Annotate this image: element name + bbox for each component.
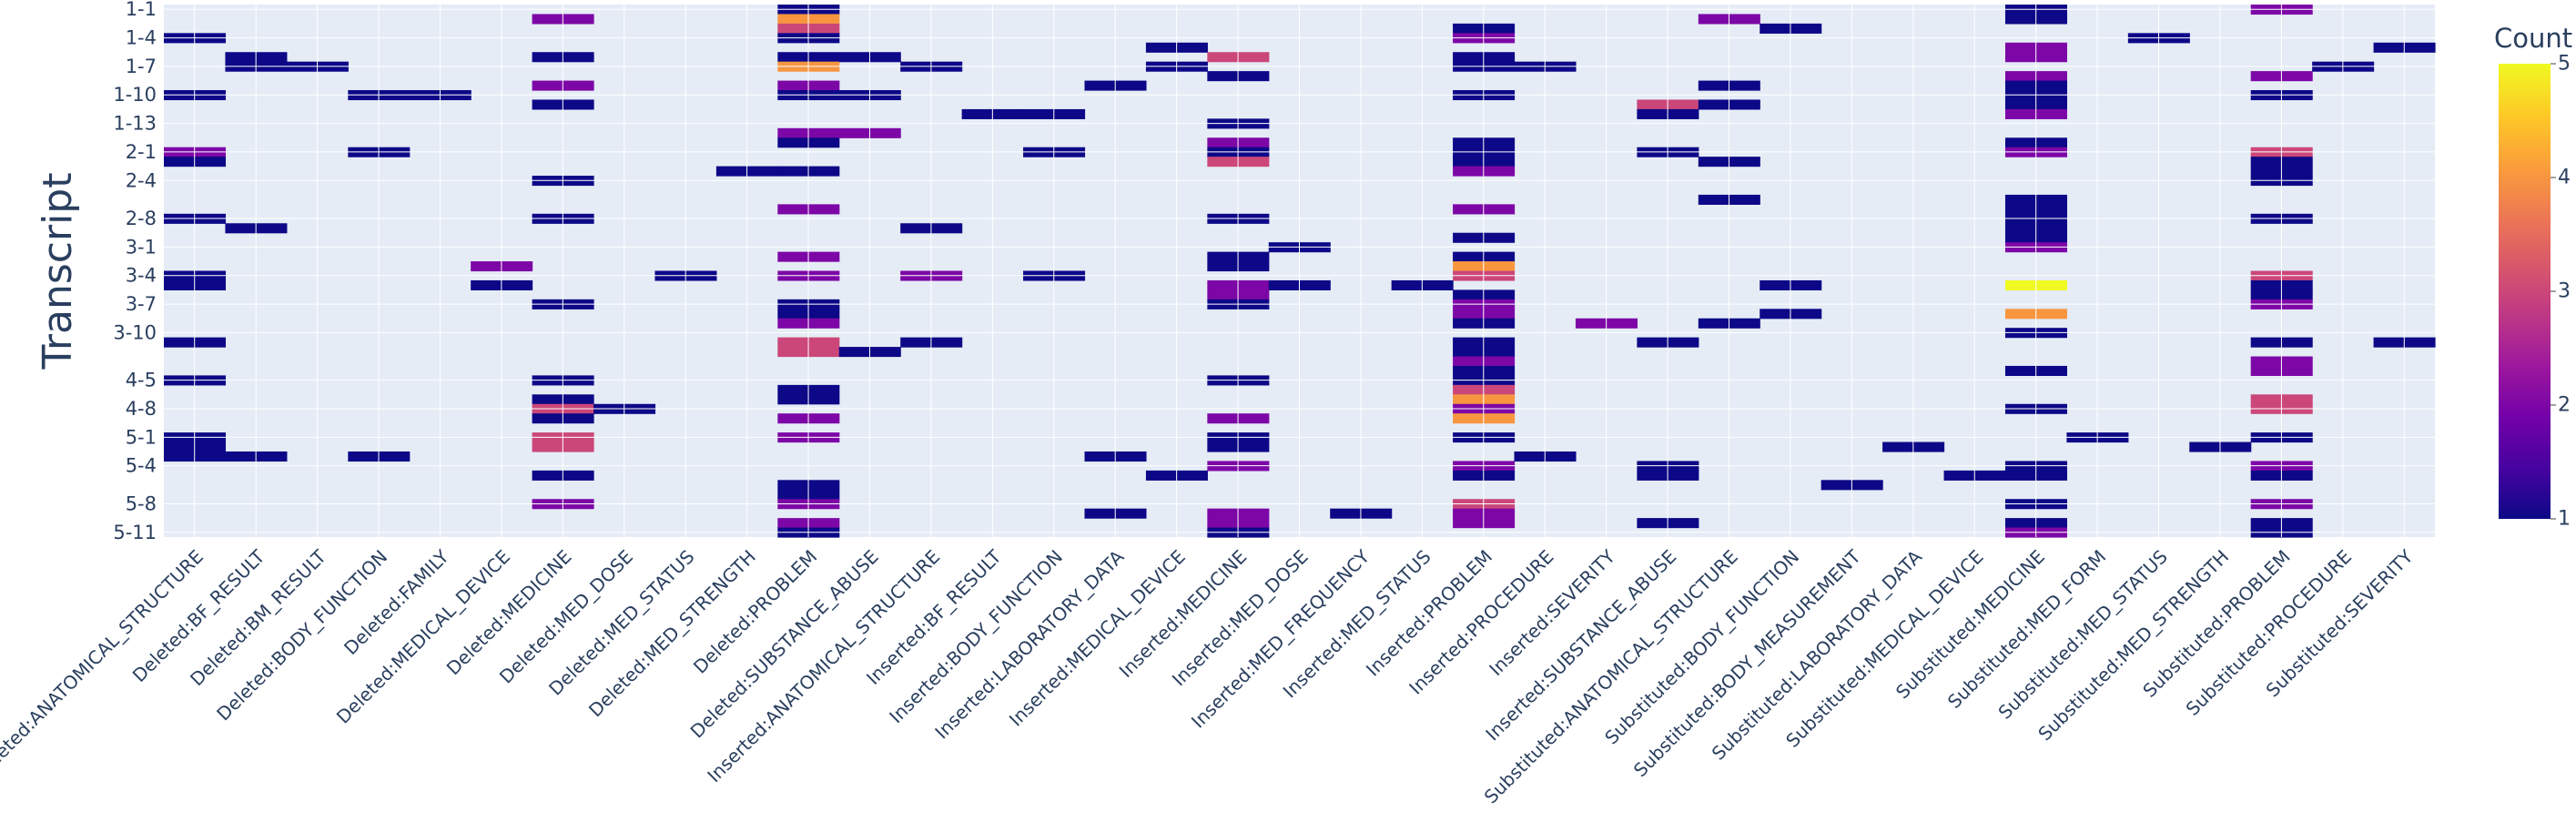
- y-axis-title: Transcript: [35, 173, 81, 370]
- y-tick-label: 5-4: [126, 455, 157, 477]
- y-tick-label: 5-1: [126, 426, 157, 448]
- colorbar-tick-label: 4: [2558, 167, 2571, 189]
- colorbar-ticks: 1 2 3 4 5: [2551, 53, 2571, 531]
- y-tick-label: 5-11: [113, 522, 157, 543]
- y-tick-label: 4-5: [126, 370, 157, 391]
- x-tick-label: Deleted:FAMILY: [340, 545, 453, 659]
- colorbar: [2499, 64, 2551, 519]
- colorbar-title: Count: [2494, 23, 2572, 54]
- x-tick-label: Deleted:ANATOMICAL_STRUCTURE: [0, 545, 208, 784]
- y-tick-label: 3-10: [113, 321, 157, 343]
- y-tick-label: 1-10: [113, 84, 157, 106]
- y-tick-label: 3-7: [126, 293, 157, 315]
- gridlines: [164, 5, 2435, 537]
- colorbar-tick-label: 1: [2558, 508, 2571, 531]
- y-tick-label: 5-8: [126, 492, 157, 514]
- y-tick-label: 2-4: [126, 169, 157, 191]
- y-tick-label: 3-1: [126, 236, 157, 258]
- y-tick-label: 1-1: [126, 0, 157, 20]
- y-tick-label: 1-4: [126, 27, 157, 49]
- y-tick-label: 4-8: [126, 398, 157, 420]
- colorbar-tick-label: 2: [2558, 394, 2571, 417]
- x-axis-ticks: Deleted:ANATOMICAL_STRUCTUREDeleted:BF_R…: [0, 545, 2418, 808]
- colorbar-tick-label: 3: [2558, 280, 2571, 303]
- x-tick-label: Substituted:BODY_MEASUREMENT: [1629, 545, 1865, 781]
- y-tick-label: 3-4: [126, 265, 157, 287]
- y-tick-label: 2-8: [126, 208, 157, 229]
- colorbar-tick-label: 5: [2558, 53, 2571, 76]
- y-axis-ticks: 1-1 1-4 1-7 1-10 1-13 2-1 2-4 2-8 3-1 3-4 3-7 3-10 4…: [113, 0, 157, 543]
- y-tick-label: 1-13: [113, 113, 157, 135]
- y-tick-label: 1-7: [126, 56, 157, 77]
- y-tick-label: 2-1: [126, 141, 157, 163]
